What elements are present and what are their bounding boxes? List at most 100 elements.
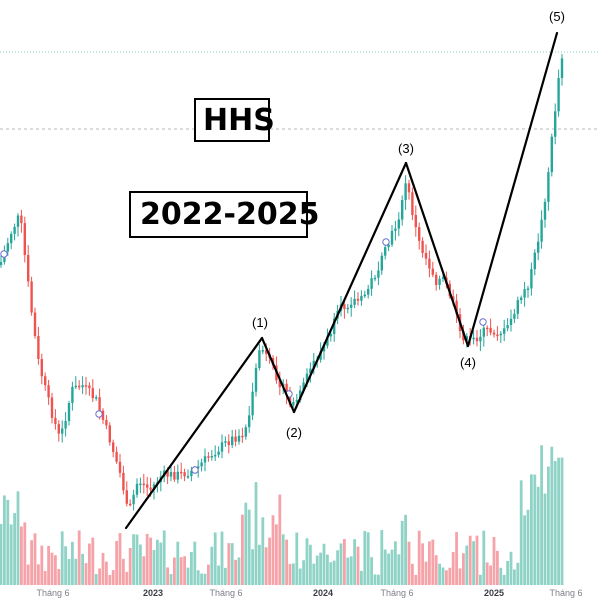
volume-bar-up bbox=[523, 515, 526, 585]
volume-bar-up bbox=[292, 563, 295, 585]
volume-bar-down bbox=[43, 570, 47, 585]
volume-bar-down bbox=[207, 564, 210, 585]
volume-bar-up bbox=[387, 553, 390, 585]
volume-bar-up bbox=[519, 480, 523, 585]
candle-body bbox=[305, 373, 309, 383]
volume-bar-up bbox=[397, 554, 401, 585]
candle-body bbox=[248, 415, 251, 428]
candle-body bbox=[265, 350, 268, 354]
candle-body bbox=[486, 327, 489, 330]
volume-bar-up bbox=[516, 562, 520, 585]
candle-body bbox=[373, 277, 377, 280]
candle-body bbox=[166, 470, 169, 477]
candle-body bbox=[57, 424, 60, 434]
volume-bar-up bbox=[251, 549, 254, 585]
candle-body bbox=[489, 327, 492, 333]
candle-body bbox=[91, 388, 94, 399]
volume-bar-up bbox=[383, 549, 387, 585]
candle-body bbox=[537, 241, 540, 253]
candle-body bbox=[224, 441, 227, 443]
candle-body bbox=[295, 400, 298, 402]
candle-body bbox=[543, 201, 547, 220]
volume-bar-up bbox=[550, 446, 554, 585]
candle-body bbox=[390, 230, 394, 245]
candle-body bbox=[44, 376, 47, 386]
candle-body bbox=[98, 397, 101, 411]
candle-body bbox=[64, 420, 67, 429]
candle-body bbox=[421, 240, 424, 253]
volume-bar-down bbox=[54, 555, 57, 585]
candle-body bbox=[353, 298, 356, 305]
volume-bar-down bbox=[411, 563, 414, 585]
candle-body bbox=[472, 337, 475, 340]
volume-bar-down bbox=[468, 535, 472, 585]
candle-body bbox=[207, 456, 210, 458]
volume-bar-down bbox=[20, 526, 23, 585]
candle-body bbox=[50, 397, 54, 418]
volume-bar-up bbox=[6, 499, 10, 585]
candle-body bbox=[112, 442, 115, 452]
candle-body bbox=[367, 288, 370, 295]
x-axis-label: 2024 bbox=[312, 588, 334, 598]
candle-body bbox=[411, 192, 414, 215]
candle-body bbox=[84, 385, 88, 387]
wave-segment bbox=[124, 336, 264, 530]
volume-bar-down bbox=[145, 533, 149, 585]
volume-bar-up bbox=[94, 574, 98, 585]
candle-body bbox=[533, 252, 536, 270]
candle-body bbox=[560, 58, 564, 79]
volume-bar-up bbox=[247, 509, 251, 585]
candle-body bbox=[67, 403, 71, 421]
period-label: 2022-2025 bbox=[129, 191, 319, 238]
candle-body bbox=[125, 490, 128, 504]
volume-bar-down bbox=[431, 539, 435, 585]
volume-bar-down bbox=[227, 543, 231, 585]
candle-body bbox=[135, 483, 139, 495]
candle-body bbox=[401, 200, 404, 220]
volume-bar-up bbox=[530, 474, 533, 585]
candle-body bbox=[20, 215, 23, 224]
volume-bar-up bbox=[533, 474, 537, 585]
volume-bar-down bbox=[343, 539, 346, 585]
x-axis-label: Tháng 6 bbox=[549, 588, 583, 598]
volume-bar-down bbox=[241, 514, 244, 585]
candle-body bbox=[547, 172, 550, 202]
volume-bar-up bbox=[162, 530, 166, 585]
volume-bar-down bbox=[77, 530, 81, 585]
volume-bar-down bbox=[458, 568, 462, 585]
candle-body bbox=[23, 223, 26, 255]
volume-bar-up bbox=[506, 561, 509, 585]
x-axis-label: Tháng 6 bbox=[36, 588, 70, 598]
volume-bar-up bbox=[244, 502, 248, 585]
candle-body bbox=[530, 269, 533, 289]
volume-bar-down bbox=[118, 533, 122, 585]
volume-bar-up bbox=[339, 543, 343, 585]
event-marker bbox=[479, 318, 487, 326]
candle-body bbox=[183, 472, 186, 477]
candle-body bbox=[78, 385, 81, 388]
volume-bar-down bbox=[98, 568, 101, 585]
candle-body bbox=[200, 462, 203, 467]
volume-bar-up bbox=[499, 567, 503, 585]
candle-body bbox=[132, 494, 135, 505]
volume-bar-up bbox=[513, 569, 516, 585]
volume-bar-up bbox=[302, 560, 305, 585]
volume-bar-down bbox=[475, 535, 479, 585]
volume-bar-up bbox=[332, 560, 336, 585]
volume-bar-up bbox=[479, 574, 482, 585]
candle-body bbox=[333, 318, 336, 335]
volume-bar-down bbox=[125, 571, 129, 585]
volume-bar-down bbox=[122, 558, 125, 585]
event-marker bbox=[0, 250, 8, 258]
candle-body bbox=[217, 451, 220, 455]
volume-bar-up bbox=[465, 545, 469, 585]
candle-body bbox=[387, 244, 390, 248]
candle-body bbox=[288, 394, 292, 406]
volume-bar-down bbox=[268, 537, 271, 585]
volume-bar-up bbox=[363, 530, 367, 585]
candle-body bbox=[6, 243, 9, 252]
candle-body bbox=[509, 318, 513, 326]
candle-body bbox=[231, 436, 234, 446]
x-axis-label: Tháng 6 bbox=[209, 588, 243, 598]
volume-bar-up bbox=[309, 544, 312, 585]
